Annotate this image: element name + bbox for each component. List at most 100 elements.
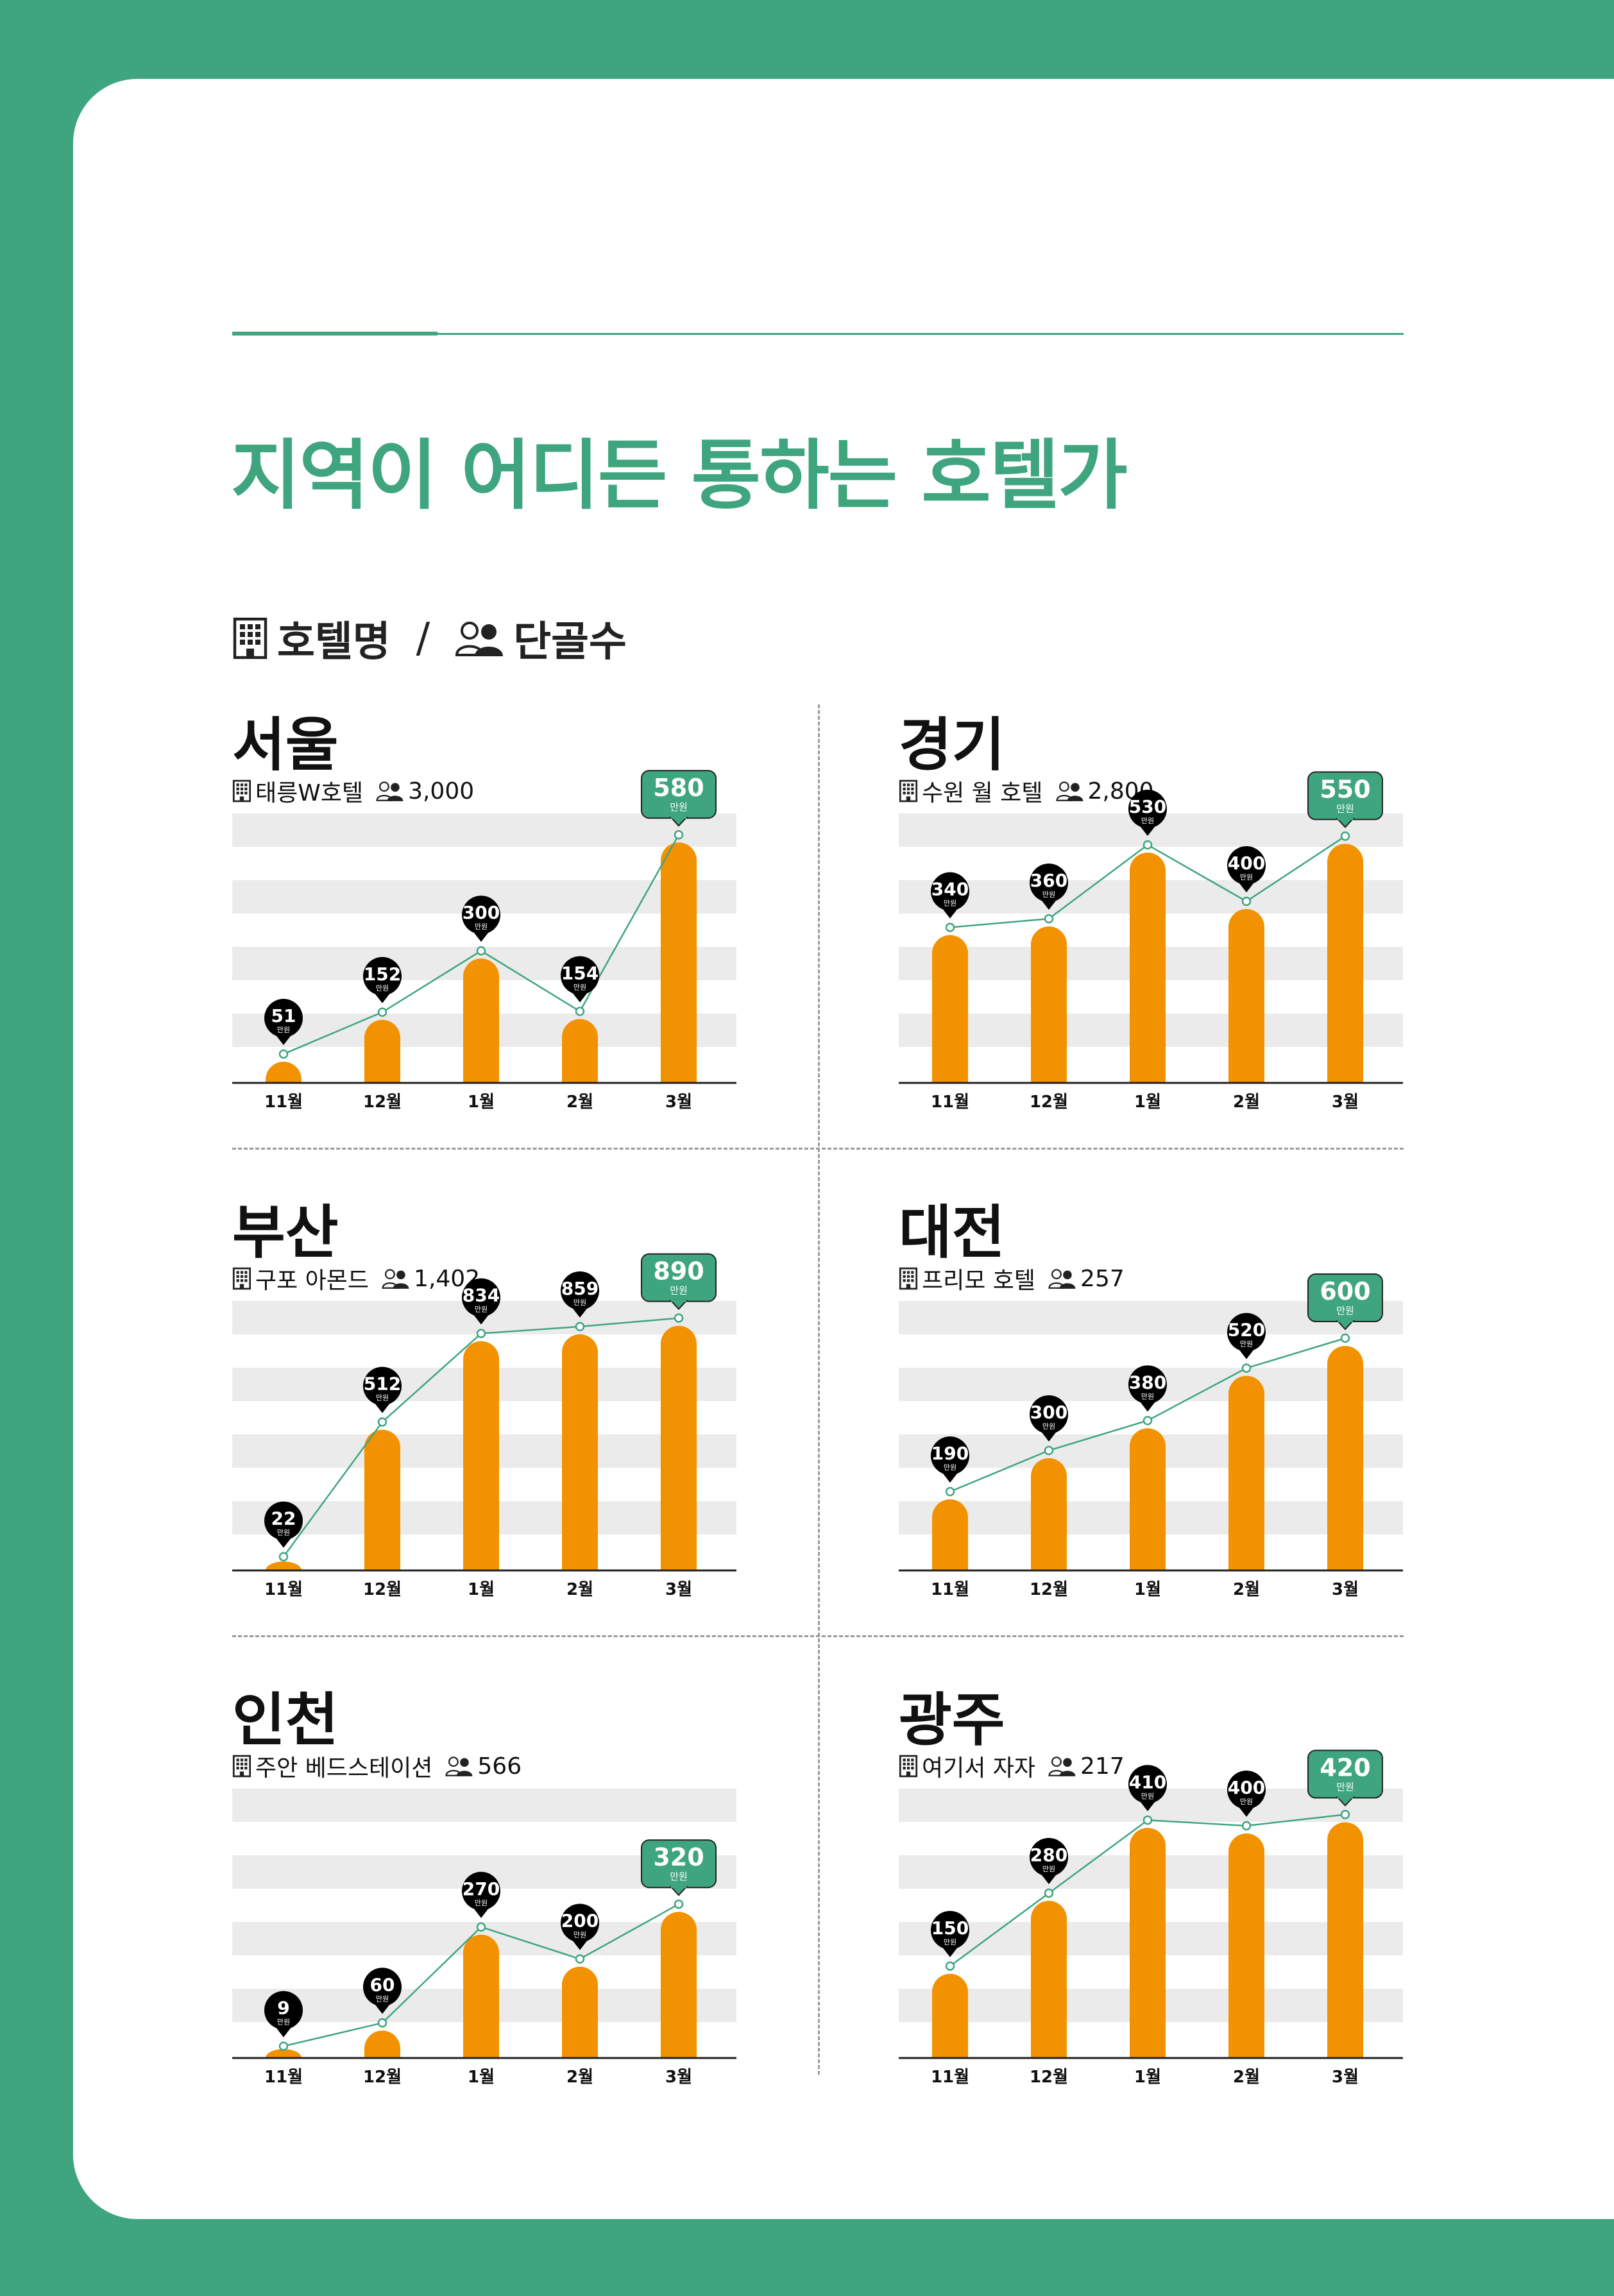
trend-point <box>674 1899 684 1909</box>
bar <box>266 1561 302 1570</box>
x-tick-label: 1월 <box>1134 1093 1161 1112</box>
bar <box>932 1499 968 1570</box>
callout-pointer-mask <box>671 1299 686 1302</box>
callout-bubble <box>462 1871 500 1910</box>
x-tick-label: 1월 <box>1134 1580 1161 1599</box>
trend-point <box>278 2041 289 2051</box>
legend-separator: / <box>416 615 430 662</box>
bar <box>1031 926 1067 1083</box>
data-label: 360 <box>1030 870 1067 891</box>
people-icon <box>455 622 504 656</box>
data-label: 859 <box>561 1278 599 1299</box>
unit-label: 만원 <box>475 1899 488 1907</box>
callout-bubble <box>561 1271 599 1310</box>
unit-label: 만원 <box>1042 1422 1055 1431</box>
unit-label: 만원 <box>1141 817 1154 825</box>
building-icon <box>899 779 918 803</box>
building-icon <box>232 1267 251 1290</box>
bar <box>932 1973 968 2058</box>
trend-point <box>377 1007 387 1017</box>
divider-horizontal-2 <box>232 1635 1404 1637</box>
trend-point <box>674 1313 684 1323</box>
trend-point <box>1241 1363 1252 1373</box>
unit-label: 만원 <box>376 1994 389 2003</box>
callout-bubble <box>264 999 303 1038</box>
data-label: 22 <box>271 1508 296 1529</box>
grid-stripe <box>232 1789 736 1822</box>
bar <box>364 1019 400 1083</box>
trend-point <box>575 1322 585 1332</box>
unit-label: 만원 <box>1042 1865 1055 1873</box>
building-icon <box>899 1267 918 1290</box>
x-tick-label: 2월 <box>1233 1093 1260 1112</box>
unit-label: 만원 <box>573 1298 586 1307</box>
trend-point <box>945 1486 955 1497</box>
unit-label: 만원 <box>670 1285 688 1297</box>
bar <box>661 842 697 1083</box>
trend-point <box>476 1922 486 1932</box>
title-rule <box>232 333 1404 335</box>
x-tick-label: 12월 <box>363 1580 402 1599</box>
unit-label: 만원 <box>1141 1392 1154 1400</box>
people-icon <box>376 781 404 801</box>
callout-bubble <box>462 896 500 935</box>
unit-label: 만원 <box>277 2018 290 2027</box>
trend-point <box>377 1417 387 1427</box>
x-tick-label: 3월 <box>665 2068 692 2087</box>
bar <box>562 1334 598 1570</box>
x-tick-label: 12월 <box>1030 2068 1068 2087</box>
data-label: 154 <box>561 962 599 983</box>
panel-gyeonggi: 경기 수원 월 호텔 2,800 340 만원 360 만원 530 만원 400 만원 550… <box>899 698 1406 1134</box>
unit-label: 만원 <box>376 1394 389 1402</box>
trend-point <box>1044 1445 1054 1456</box>
x-tick-label: 1월 <box>468 2068 495 2087</box>
unit-label: 만원 <box>1336 803 1354 814</box>
unit-label: 만원 <box>670 1871 688 1882</box>
callout-bubble <box>931 872 969 911</box>
callout-bubble <box>1227 1313 1266 1352</box>
building-icon <box>232 1755 251 1778</box>
callout-bubble <box>1030 1838 1068 1876</box>
data-label: 200 <box>561 1910 599 1932</box>
bar <box>1327 844 1363 1083</box>
hotel-info: 프리모 호텔 257 <box>899 1263 1125 1295</box>
x-tick-label: 11월 <box>931 1093 969 1112</box>
x-tick-label: 12월 <box>363 1093 402 1112</box>
unit-label: 만원 <box>1141 1792 1154 1800</box>
unit-label: 만원 <box>1336 1305 1354 1316</box>
trend-point <box>575 1954 585 1964</box>
grid-stripe <box>232 813 736 847</box>
x-tick-label: 2월 <box>566 2068 593 2087</box>
data-label: 60 <box>370 1974 395 1995</box>
trend-point <box>278 1552 289 1561</box>
x-tick-label: 11월 <box>931 2068 969 2087</box>
hotel-info: 구포 아몬드 1,402 <box>232 1263 480 1295</box>
callout-bubble <box>561 956 599 995</box>
legend-regulars-label: 단골수 <box>513 618 627 666</box>
x-tick-label: 11월 <box>264 2068 303 2087</box>
unit-label: 만원 <box>376 984 389 992</box>
hotel-name: 주안 베드스테이션 <box>255 1755 433 1782</box>
hotel-name: 구포 아몬드 <box>255 1268 370 1294</box>
callout-pointer-mask <box>1338 1796 1353 1799</box>
data-label: 300 <box>1030 1402 1067 1423</box>
divider-vertical <box>818 704 820 2075</box>
x-tick-label: 11월 <box>264 1580 303 1599</box>
unit-label: 만원 <box>944 1938 956 1946</box>
people-icon <box>382 1269 409 1289</box>
x-tick-label: 11월 <box>264 1093 303 1112</box>
trend-point <box>945 1961 955 1971</box>
callout-bubble <box>363 1366 402 1406</box>
trend-point <box>1044 914 1054 924</box>
unit-label: 만원 <box>277 1529 290 1537</box>
bar <box>266 2049 302 2058</box>
unit-label: 만원 <box>573 1931 586 1939</box>
